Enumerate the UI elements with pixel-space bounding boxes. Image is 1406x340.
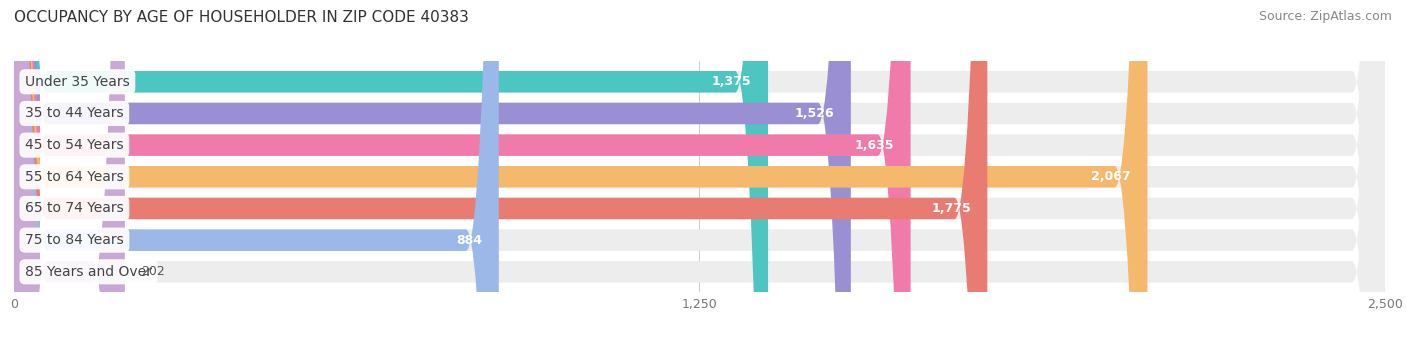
Text: 2,067: 2,067	[1091, 170, 1130, 183]
FancyBboxPatch shape	[14, 0, 1385, 340]
FancyBboxPatch shape	[14, 0, 1385, 340]
Text: 1,775: 1,775	[931, 202, 972, 215]
FancyBboxPatch shape	[14, 0, 768, 340]
FancyBboxPatch shape	[14, 0, 1147, 340]
Text: 65 to 74 Years: 65 to 74 Years	[25, 202, 124, 216]
FancyBboxPatch shape	[14, 0, 851, 340]
Text: 1,375: 1,375	[711, 75, 752, 88]
FancyBboxPatch shape	[14, 0, 499, 340]
Text: OCCUPANCY BY AGE OF HOUSEHOLDER IN ZIP CODE 40383: OCCUPANCY BY AGE OF HOUSEHOLDER IN ZIP C…	[14, 10, 470, 25]
FancyBboxPatch shape	[14, 0, 1385, 340]
Text: 1,526: 1,526	[794, 107, 834, 120]
Text: 202: 202	[141, 265, 165, 278]
FancyBboxPatch shape	[14, 0, 911, 340]
FancyBboxPatch shape	[14, 0, 1385, 340]
Text: 75 to 84 Years: 75 to 84 Years	[25, 233, 124, 247]
Text: 55 to 64 Years: 55 to 64 Years	[25, 170, 124, 184]
Text: 35 to 44 Years: 35 to 44 Years	[25, 106, 124, 120]
FancyBboxPatch shape	[14, 0, 1385, 340]
Text: 884: 884	[457, 234, 482, 246]
Text: 1,635: 1,635	[855, 139, 894, 152]
Text: Under 35 Years: Under 35 Years	[25, 75, 129, 89]
FancyBboxPatch shape	[14, 0, 1385, 340]
FancyBboxPatch shape	[14, 0, 125, 340]
Text: Source: ZipAtlas.com: Source: ZipAtlas.com	[1258, 10, 1392, 23]
Text: 45 to 54 Years: 45 to 54 Years	[25, 138, 124, 152]
FancyBboxPatch shape	[14, 0, 987, 340]
FancyBboxPatch shape	[14, 0, 1385, 340]
Text: 85 Years and Over: 85 Years and Over	[25, 265, 152, 279]
